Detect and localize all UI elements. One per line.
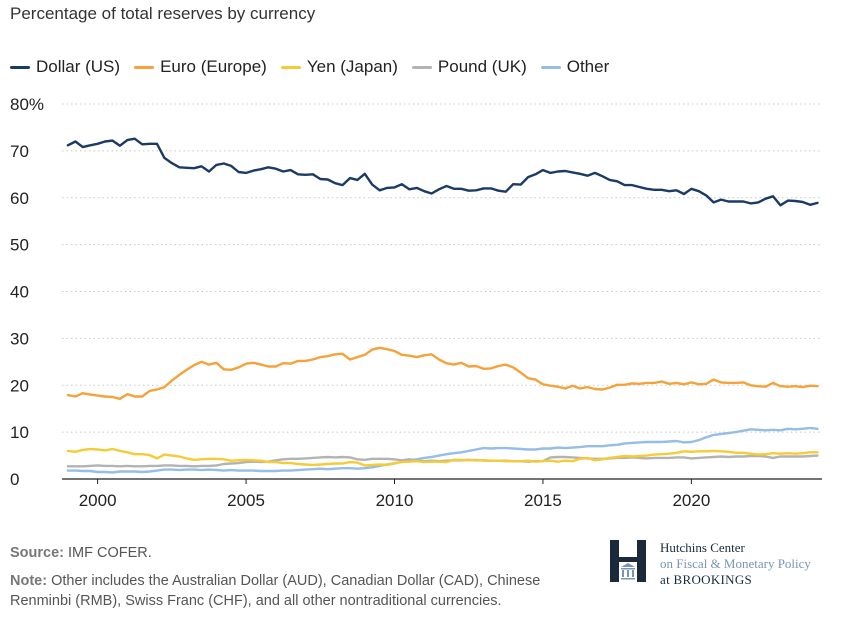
y-tick-label: 50 [10, 236, 29, 255]
series-line-yen-japan [66, 447, 819, 467]
x-tick-label: 2020 [672, 491, 710, 508]
hutchins-logo-icon [610, 540, 646, 582]
series-line-other [66, 426, 819, 474]
logo-line-1: Hutchins Center [660, 540, 745, 555]
logo-line-2: on Fiscal & Monetary Policy [660, 556, 811, 571]
x-tick-label: 2005 [227, 491, 265, 508]
legend-swatch [280, 65, 301, 69]
legend-swatch [10, 65, 30, 69]
legend-label: Euro (Europe) [160, 57, 267, 76]
chart-subtitle: Percentage of total reserves by currency [10, 4, 316, 23]
logo-line-3: at BROOKINGS [660, 572, 753, 587]
legend-label: Pound (UK) [437, 57, 527, 76]
y-tick-label: 20 [10, 376, 29, 395]
legend-label: Dollar (US) [36, 57, 121, 76]
series-line-dollar-us [66, 137, 819, 207]
chart-legend: Dollar (US) Euro (Europe) Yen (Japan) Pound… [10, 57, 623, 77]
legend-item-other: Other [540, 57, 610, 77]
note-label: Note: [10, 573, 48, 589]
legend-swatch [411, 65, 432, 69]
source-text: IMF COFER. [68, 545, 152, 561]
legend-label: Yen (Japan) [306, 57, 398, 76]
legend-swatch [540, 65, 561, 69]
y-tick-label: 60 [10, 189, 29, 208]
legend-item-euro-europe: Euro (Europe) [134, 57, 267, 77]
y-tick-label: 70 [10, 142, 29, 161]
x-tick-label: 2010 [376, 491, 414, 508]
legend-swatch [134, 65, 155, 69]
y-tick-label: 0 [10, 470, 19, 489]
chart-footer: Source: IMF COFER. Note: Other includes … [10, 543, 600, 611]
legend-item-pound-uk: Pound (UK) [411, 57, 527, 77]
y-tick-label: 80% [10, 95, 44, 114]
logo-text: Hutchins Center on Fiscal & Monetary Pol… [660, 540, 811, 588]
legend-item-dollar-us: Dollar (US) [10, 57, 120, 77]
brookings-logo: Hutchins Center on Fiscal & Monetary Pol… [610, 540, 811, 588]
y-tick-label: 30 [10, 329, 29, 348]
y-tick-label: 10 [10, 423, 29, 442]
x-tick-label: 2015 [524, 491, 562, 508]
series-line-euro-europe [66, 346, 819, 400]
note-text: Other includes the Australian Dollar (AU… [10, 573, 541, 609]
source-line: Source: IMF COFER. [10, 543, 600, 563]
line-chart: 0 10 20 30 40 50 60 70 80% 2000 2005 2010 2015 2020 [10, 95, 822, 508]
y-tick-label: 40 [10, 283, 29, 302]
source-label: Source: [10, 545, 64, 561]
legend-label: Other [566, 57, 610, 76]
note-line: Note: Other includes the Australian Doll… [10, 571, 600, 611]
legend-item-yen-japan: Yen (Japan) [280, 57, 398, 77]
x-tick-label: 2000 [79, 491, 117, 508]
